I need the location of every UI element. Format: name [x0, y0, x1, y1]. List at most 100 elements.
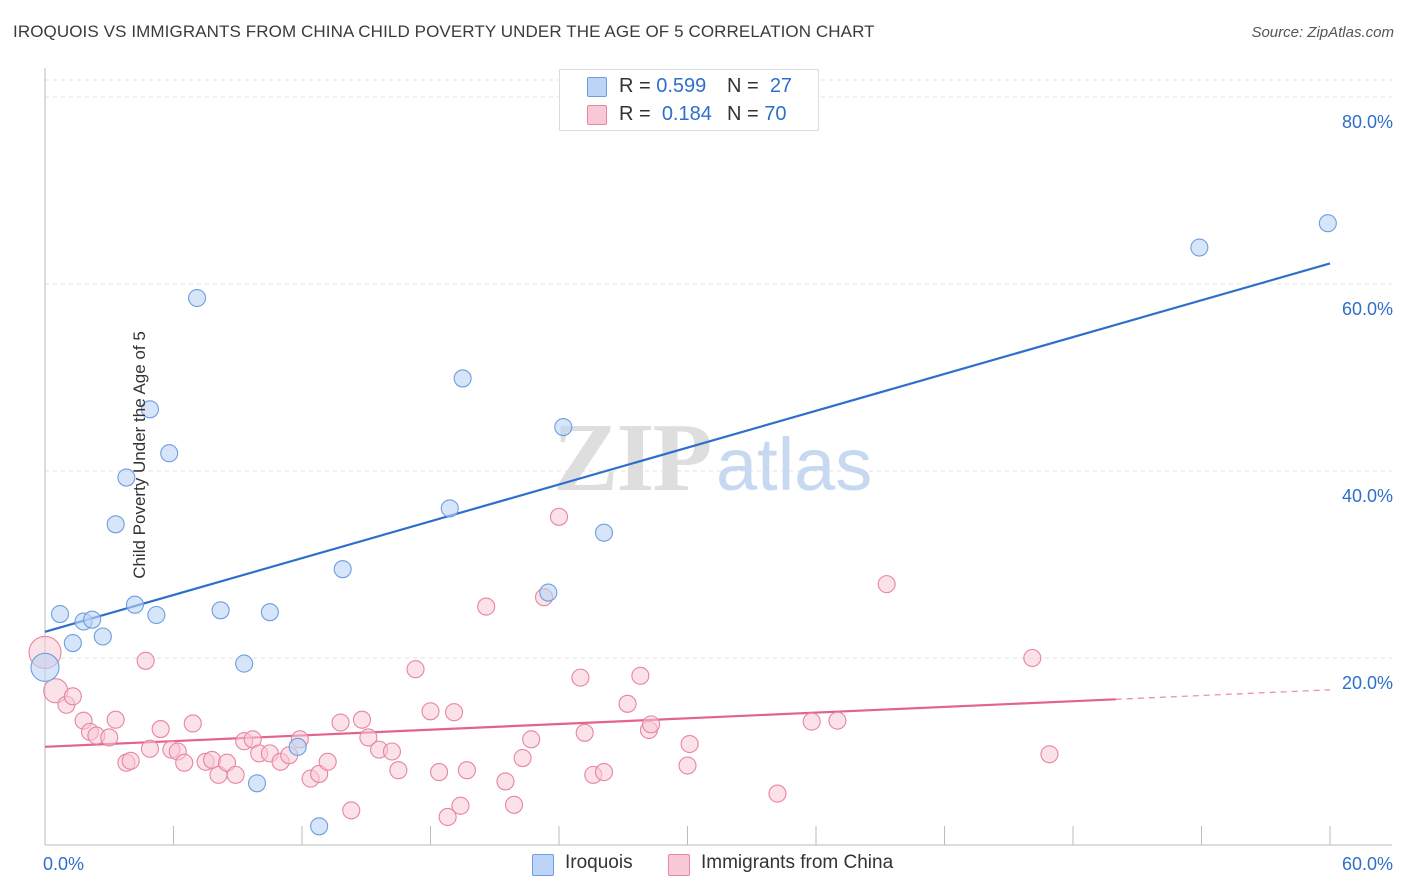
- point-china: [140, 739, 159, 758]
- point-china: [768, 784, 787, 803]
- y-tick-label-60: 60.0%: [1342, 299, 1393, 319]
- point-china: [421, 702, 440, 721]
- point-china: [575, 723, 594, 742]
- point-iroquois: [211, 601, 230, 620]
- point-china: [331, 713, 350, 732]
- chart-title: IROQUOIS VS IMMIGRANTS FROM CHINA CHILD …: [13, 22, 875, 41]
- point-china: [183, 714, 202, 733]
- point-iroquois: [30, 652, 60, 682]
- point-china: [631, 666, 650, 685]
- point-iroquois: [539, 583, 558, 602]
- tick-labels: 20.0% 40.0% 60.0% 80.0% 0.0% 60.0%: [43, 112, 1393, 874]
- point-china: [594, 763, 614, 782]
- point-china: [226, 765, 245, 784]
- legend-r-china: R = 0.184: [619, 103, 712, 125]
- point-china: [106, 710, 125, 729]
- point-china: [680, 734, 699, 754]
- point-china: [802, 712, 821, 731]
- point-china: [318, 752, 337, 771]
- watermark: ZIP atlas: [553, 404, 872, 512]
- point-iroquois: [160, 444, 179, 463]
- legend-swatch-iroquois: [587, 77, 607, 97]
- bottom-legend-label-iroquois: Iroquois: [565, 852, 633, 873]
- point-china: [877, 575, 896, 594]
- point-china: [477, 597, 496, 616]
- point-china: [549, 507, 569, 526]
- point-china: [352, 710, 372, 729]
- point-china: [522, 730, 541, 749]
- y-tick-label-40: 40.0%: [1342, 486, 1393, 506]
- x-tick-label-max: 60.0%: [1342, 854, 1393, 874]
- point-iroquois: [147, 605, 166, 625]
- point-china: [496, 772, 515, 791]
- point-iroquois: [453, 369, 472, 388]
- point-china: [359, 728, 378, 747]
- point-iroquois: [140, 400, 159, 419]
- point-china: [571, 668, 590, 687]
- point-iroquois: [1190, 238, 1209, 257]
- point-china: [430, 763, 449, 782]
- point-china: [389, 761, 408, 780]
- point-china: [438, 807, 457, 827]
- trend-line-iroquois: [44, 262, 1331, 633]
- point-china: [451, 796, 470, 815]
- point-china: [1023, 648, 1042, 668]
- x-tick-label-min: 0.0%: [43, 854, 84, 874]
- point-china: [1040, 745, 1059, 764]
- point-iroquois: [440, 499, 459, 518]
- point-iroquois: [188, 288, 207, 308]
- point-china: [121, 751, 140, 770]
- correlation-legend: R = 0.599 N = 27 R = 0.184 N = 70: [559, 69, 819, 131]
- y-tick-label-80: 80.0%: [1342, 112, 1393, 132]
- legend-r-iroquois: R = 0.599: [619, 75, 707, 97]
- point-iroquois: [50, 605, 70, 624]
- bottom-legend-label-china: Immigrants from China: [701, 852, 894, 873]
- point-china: [678, 756, 697, 775]
- trend-line-china-extension: [1115, 689, 1331, 700]
- watermark-zip: ZIP: [553, 404, 711, 512]
- point-china: [642, 715, 661, 734]
- point-iroquois: [247, 774, 267, 793]
- legend-n-china: N = 70: [727, 103, 787, 125]
- point-china: [513, 748, 532, 768]
- bottom-legend-swatch-iroquois: [532, 854, 554, 876]
- point-iroquois: [106, 515, 125, 534]
- legend-n-iroquois: N = 27: [727, 75, 793, 97]
- point-china: [151, 720, 170, 739]
- point-iroquois: [288, 737, 307, 756]
- point-china: [618, 694, 637, 713]
- point-china: [63, 687, 82, 706]
- chart-source: Source: ZipAtlas.com: [1251, 24, 1394, 41]
- point-china: [136, 651, 155, 670]
- point-iroquois: [125, 595, 144, 614]
- point-iroquois: [117, 468, 136, 487]
- legend-swatch-china: [587, 105, 607, 125]
- point-iroquois: [63, 633, 82, 653]
- data-points: [28, 214, 1337, 836]
- point-china: [828, 711, 847, 730]
- y-tick-label-20: 20.0%: [1342, 673, 1393, 693]
- point-china: [445, 703, 464, 722]
- point-iroquois: [83, 610, 102, 629]
- bottom-legend-swatch-china: [668, 854, 690, 876]
- point-china: [100, 728, 119, 747]
- watermark-atlas: atlas: [716, 423, 872, 506]
- point-china: [504, 795, 524, 814]
- point-china: [342, 801, 361, 820]
- axes: [44, 68, 1392, 846]
- point-iroquois: [310, 817, 329, 836]
- point-iroquois: [333, 560, 352, 579]
- point-china: [406, 660, 425, 679]
- point-iroquois: [93, 627, 112, 646]
- point-china: [175, 753, 194, 772]
- point-iroquois: [260, 603, 279, 622]
- point-china: [457, 761, 476, 780]
- trend-line-china: [44, 698, 1116, 748]
- point-iroquois: [1318, 214, 1337, 233]
- point-iroquois: [594, 523, 614, 542]
- y-axis-label: Child Poverty Under the Age of 5: [129, 331, 149, 579]
- point-china: [382, 742, 402, 761]
- point-iroquois: [235, 654, 254, 673]
- grid-lines: [45, 79, 1392, 659]
